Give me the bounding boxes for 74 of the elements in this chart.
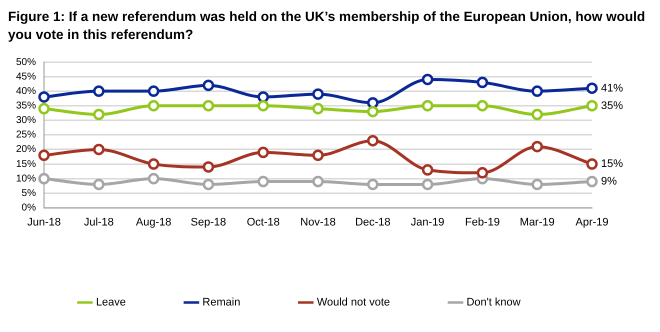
point [257,91,269,103]
chart-title: Figure 1: If a new referendum was held on the UK’s membership of the European Union, how would you vote in this referendum? [8,8,646,44]
legend-label: Would not vote [316,296,390,309]
point [586,176,598,188]
point [531,140,543,152]
point [312,176,324,188]
point [312,150,324,162]
point [38,150,50,162]
x-tick-label: Apr-19 [575,216,609,228]
x-tick-label: Sep-18 [190,216,226,228]
x-tick-label: Jun-18 [27,216,61,228]
x-tick-label: Mar-19 [520,216,555,228]
x-tick-label: Oct-18 [246,216,280,228]
y-tick-label: 0% [22,202,36,214]
legend-label: Leave [96,296,126,309]
point [476,167,488,179]
legend-label: Remain [202,296,240,309]
x-tick-label: Jul-18 [84,216,114,228]
point [422,164,434,176]
y-tick-label: 40% [16,86,36,97]
point [257,146,269,158]
x-tick-label: Dec-18 [355,216,391,228]
point [93,108,105,120]
y-tick-label: 10% [16,173,36,184]
point [367,134,379,146]
y-tick-label: 15% [16,158,36,170]
x-tick-label: Aug-18 [136,216,172,228]
point [367,178,379,190]
point [148,100,160,112]
point [38,172,50,184]
point [93,178,105,190]
y-tick-label: 5% [22,188,36,199]
point [531,108,543,120]
y-tick-label: 25% [16,130,36,141]
point [367,106,379,118]
data-label: 9% [601,176,618,188]
data-label: 15% [601,158,624,170]
point [202,100,214,112]
legend-label: Don't know [466,296,521,309]
point [93,144,105,156]
x-tick-label: Jan-19 [410,216,444,228]
y-tick-label: 30% [16,115,36,126]
y-tick-label: 45% [16,71,36,82]
x-tick-label: Nov-18 [300,216,336,228]
point [312,88,324,100]
point [148,85,160,97]
point [202,178,214,190]
point [38,91,50,103]
point [148,172,160,184]
point [38,102,50,114]
point [148,158,160,170]
data-label: 41% [601,82,624,94]
point [312,102,324,114]
point [586,82,598,94]
point [422,100,434,112]
point [531,178,543,190]
point [257,100,269,112]
y-tick-label: 50% [16,56,36,68]
point [422,178,434,190]
point [93,85,105,97]
data-label: 35% [601,100,624,112]
point [586,158,598,170]
point [476,76,488,88]
point [476,100,488,112]
point [586,100,598,112]
point [202,80,214,92]
point [202,161,214,173]
point [367,97,379,109]
point [422,74,434,86]
y-tick-label: 35% [16,100,36,112]
point [531,85,543,97]
y-tick-label: 20% [16,144,36,156]
point [257,176,269,188]
x-tick-label: Feb-19 [464,216,500,228]
